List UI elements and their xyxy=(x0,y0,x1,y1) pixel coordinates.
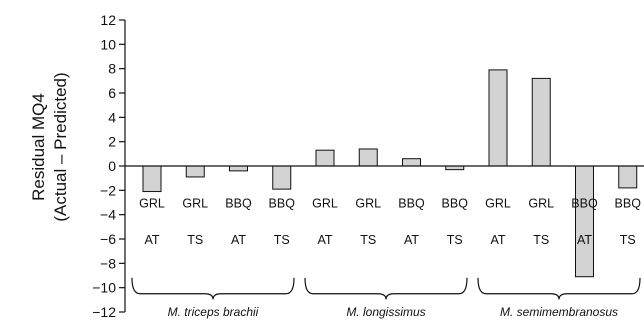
category-label-line1: GRL xyxy=(182,197,208,211)
category-label-line2: TS xyxy=(187,233,203,247)
category-label-line2: TS xyxy=(620,233,636,247)
category-label-line2: AT xyxy=(404,233,419,247)
bar xyxy=(531,77,551,167)
category-label-line1: BBQ xyxy=(398,197,425,211)
group-brace xyxy=(304,277,468,300)
bar xyxy=(229,165,248,172)
group-label: M. triceps brachii xyxy=(168,305,259,319)
group-label: M. longissimus xyxy=(346,305,425,319)
bar xyxy=(402,158,421,167)
y-tick-label: 12 xyxy=(100,12,116,28)
bar xyxy=(358,148,378,167)
plot-area: 12 10 8 6 4 2 0 −2 −4 −6 −8 −10 −12 GRL AT GRL TS BBQ AT BB… xyxy=(92,12,644,320)
category-label-line1: BBQ xyxy=(225,197,252,211)
category-label-line1: GRL xyxy=(485,197,511,211)
y-tick-label: 6 xyxy=(108,85,116,101)
bar xyxy=(315,149,335,167)
group-brace xyxy=(477,277,641,300)
y-tick-label: 4 xyxy=(108,109,116,125)
category-label-line2: AT xyxy=(317,233,332,247)
y-tick-label: 0 xyxy=(108,158,116,174)
category-label-line1: BBQ xyxy=(615,197,642,211)
bar xyxy=(272,165,292,190)
y-tick-label: −6 xyxy=(100,231,116,247)
category-label-line2: TS xyxy=(274,233,290,247)
category-label-line2: AT xyxy=(231,233,246,247)
bar xyxy=(488,69,508,167)
y-tick-label: −8 xyxy=(100,255,116,271)
category-label-line1: GRL xyxy=(355,197,381,211)
y-axis-label-line1: Residual MQ4 xyxy=(29,93,48,201)
category-label-line2: AT xyxy=(144,233,159,247)
y-tick-label: 2 xyxy=(108,134,116,150)
category-label-line1: BBQ xyxy=(269,197,296,211)
category-label-line2: AT xyxy=(577,233,592,247)
y-tick-label: −4 xyxy=(100,207,116,223)
bar xyxy=(185,165,205,178)
y-axis-label: Residual MQ4 (Actual – Predicted) xyxy=(29,72,70,221)
bar xyxy=(575,165,594,278)
y-tick-label: −2 xyxy=(100,182,116,198)
category-label-line1: GRL xyxy=(312,197,338,211)
group-label: M. semimembranosus xyxy=(500,305,618,319)
category-label-line1: BBQ xyxy=(442,197,469,211)
category-label-line1: BBQ xyxy=(571,197,598,211)
group-brace xyxy=(131,277,295,300)
bar xyxy=(618,165,638,189)
y-tick-label: 10 xyxy=(100,36,116,52)
category-label-line2: TS xyxy=(447,233,463,247)
category-label-line2: TS xyxy=(360,233,376,247)
y-axis-label-line2: (Actual – Predicted) xyxy=(51,72,70,221)
category-label-line2: TS xyxy=(533,233,549,247)
y-tick-label: 8 xyxy=(108,61,116,77)
y-tick-label: −12 xyxy=(92,304,116,320)
y-tick-label: −10 xyxy=(92,280,116,296)
category-label-line1: GRL xyxy=(139,197,165,211)
category-label-line1: GRL xyxy=(528,197,554,211)
bar xyxy=(142,165,162,193)
category-label-line2: AT xyxy=(490,233,505,247)
